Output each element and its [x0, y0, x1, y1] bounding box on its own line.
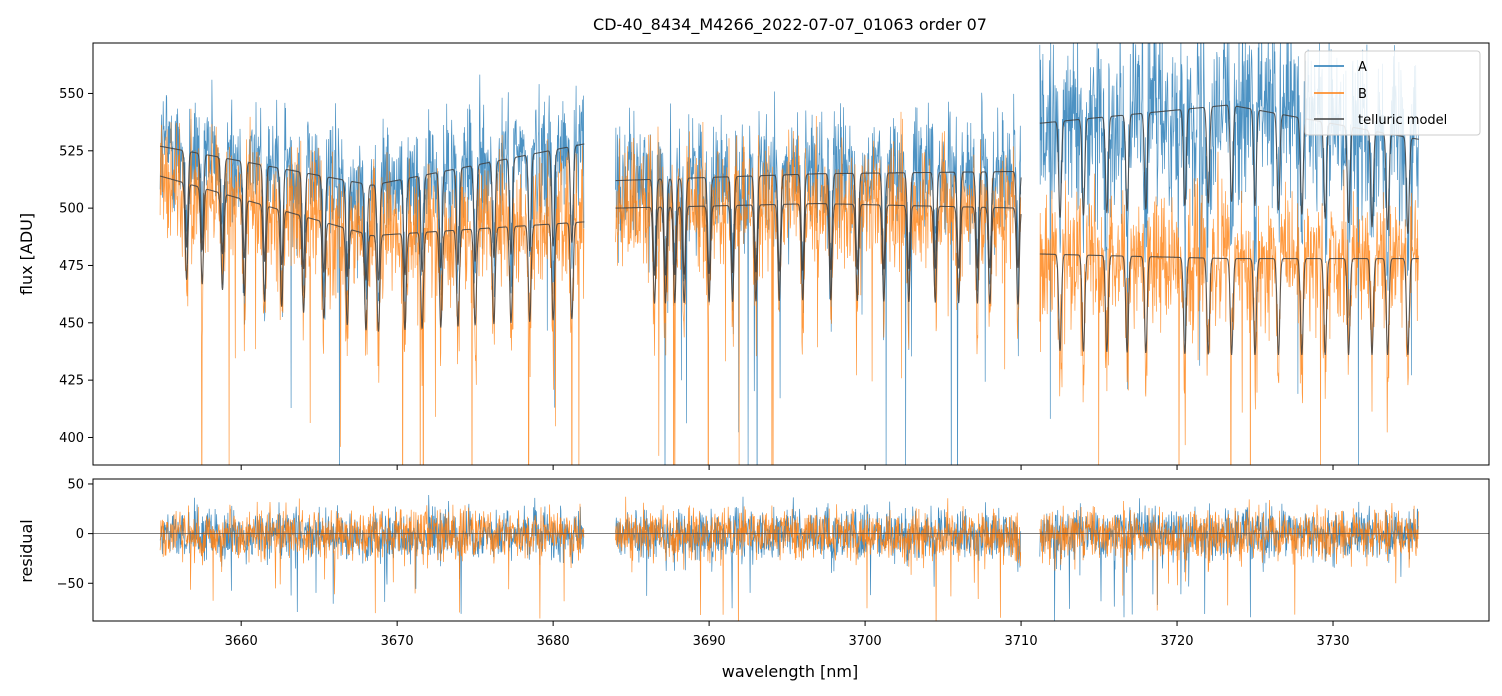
main-y-tick-label: 525: [59, 144, 84, 159]
residual-x-tick-label: 3720: [1160, 634, 1193, 649]
legend: A B telluric model: [1304, 50, 1481, 136]
series-b-segment-2: [615, 111, 1022, 465]
residual-axes-frame: [92, 478, 1490, 622]
residual-x-tick-label: 3680: [537, 634, 570, 649]
legend-label-telluric: telluric model: [1358, 113, 1447, 128]
legend-frame: [1304, 50, 1481, 136]
residual-x-tick-label: 3660: [225, 634, 258, 649]
residual-b-segment-1: [159, 498, 585, 619]
series-b-segment-1: [159, 108, 585, 465]
residual-y-axis-label: residual: [17, 519, 36, 582]
main-y-axis-label: flux [ADU]: [17, 213, 36, 295]
residual-x-tick-label: 3710: [1005, 634, 1038, 649]
x-axis-label: wavelength [nm]: [722, 662, 859, 681]
residual-x-tick-label: 3670: [381, 634, 414, 649]
residual-y-tick-label: 0: [76, 527, 84, 542]
residual-y-tick-label: 50: [67, 477, 84, 492]
telluric-model-segment-1-1: [159, 143, 585, 281]
residual-x-tick-label: 3690: [693, 634, 726, 649]
series-a-segment-1: [159, 74, 585, 465]
legend-label-b: B: [1358, 87, 1367, 102]
residual-b-segment-2: [615, 496, 1022, 621]
telluric-model-segment-1-2: [159, 175, 585, 332]
chart-title: CD-40_8434_M4266_2022-07-07_01063 order …: [593, 15, 987, 35]
residual-x-tick-label: 3730: [1316, 634, 1349, 649]
main-axes-frame: [92, 42, 1490, 466]
telluric-model-segment-3-2: [1039, 253, 1419, 355]
series-a-segment-2: [615, 91, 1022, 465]
main-y-tick-label: 450: [59, 316, 84, 331]
main-y-tick-label: 400: [59, 431, 84, 446]
main-y-tick-label: 425: [59, 374, 84, 389]
series-b-segment-3: [1039, 151, 1419, 465]
residual-y-tick-label: −50: [57, 577, 84, 592]
main-y-tick-label: 475: [59, 259, 84, 274]
residual-a-segment-3: [1039, 498, 1419, 621]
telluric-model-segment-2-1: [615, 170, 1022, 276]
residual-b-segment-3: [1039, 499, 1419, 615]
residual-x-tick-label: 3700: [849, 634, 882, 649]
main-y-tick-label: 500: [59, 202, 84, 217]
main-panel: 400 425 450 475 500 525 550 flux [ADU]: [17, 42, 1490, 470]
main-y-tick-label: 550: [59, 87, 84, 102]
residual-a-segment-1: [159, 494, 585, 614]
telluric-model-segment-2-2: [615, 202, 1022, 305]
legend-label-a: A: [1358, 60, 1367, 75]
